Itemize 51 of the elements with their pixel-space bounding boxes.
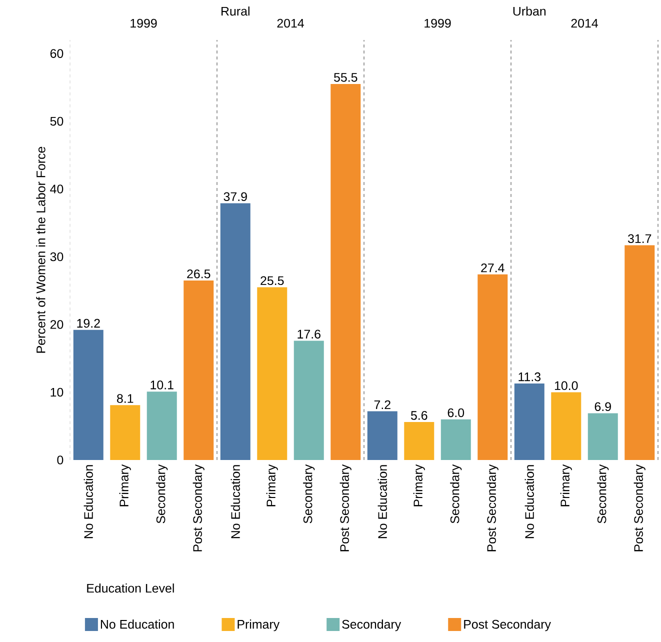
legend-label: Secondary <box>342 620 402 632</box>
text: Rural <box>222 6 250 16</box>
x-tick-label: Primary <box>119 464 131 506</box>
data-label: 10.1 <box>150 380 174 390</box>
x-tick-label: No Education <box>230 465 240 538</box>
x-tick-label: No Education <box>524 465 534 538</box>
chart-title: 1999 <box>130 18 157 28</box>
data-label: 8.1 <box>117 394 134 403</box>
x-tick-label: Primary <box>560 464 572 506</box>
y-axis-title: Percent of Women in the Labor Force <box>36 146 46 353</box>
y-tick-label: 20 <box>50 320 64 329</box>
x-tick-label: Secondary <box>597 464 609 524</box>
chart-title: 2014 <box>277 18 304 28</box>
x-tick-label: Primary <box>413 464 425 506</box>
data-label: 17.6 <box>298 330 320 339</box>
x-tick-label: No Education <box>378 465 387 538</box>
legend-title: Education Level <box>87 584 174 593</box>
y-tick-label: 50 <box>50 116 64 126</box>
data-label: 7.2 <box>374 400 390 410</box>
x-tick-label: Post Secondary <box>192 464 204 552</box>
chart-title: 2014 <box>571 18 598 28</box>
text: Urban <box>513 6 546 16</box>
x-tick-label: Secondary <box>450 464 462 524</box>
y-tick-label: 40 <box>50 184 64 194</box>
legend-label: Post Secondary <box>464 620 551 632</box>
legend-label: No Education <box>100 620 174 629</box>
data-label: 5.6 <box>410 411 428 420</box>
data-label: 25.5 <box>260 276 284 286</box>
x-tick-label: Secondary <box>156 464 168 524</box>
data-label: 37.9 <box>224 192 247 202</box>
data-label: 6.9 <box>594 402 611 412</box>
y-tick-label: 0 <box>57 456 64 464</box>
data-label: 31.7 <box>628 234 652 244</box>
data-label: 11.3 <box>518 372 540 382</box>
data-label: 26.5 <box>187 269 210 278</box>
y-tick-label: 10 <box>50 388 64 397</box>
x-tick-label: Post Secondary <box>486 464 498 552</box>
y-tick-label: 30 <box>50 252 64 262</box>
y-tick-label: 60 <box>50 49 64 58</box>
legend-label: Primary <box>238 620 280 632</box>
x-tick-label: Secondary <box>303 464 315 524</box>
data-label: 27.4 <box>481 263 504 272</box>
x-tick-label: Post Secondary <box>340 464 352 552</box>
data-label: 55.5 <box>334 73 358 82</box>
x-tick-label: Post Secondary <box>634 464 646 552</box>
chart-title: 1999 <box>424 18 451 28</box>
x-tick-label: Primary <box>266 464 278 506</box>
x-tick-label: No Education <box>84 465 93 538</box>
data-label: 19.2 <box>77 318 100 328</box>
data-label: 10.0 <box>554 381 578 390</box>
data-label: 6.0 <box>448 408 464 418</box>
